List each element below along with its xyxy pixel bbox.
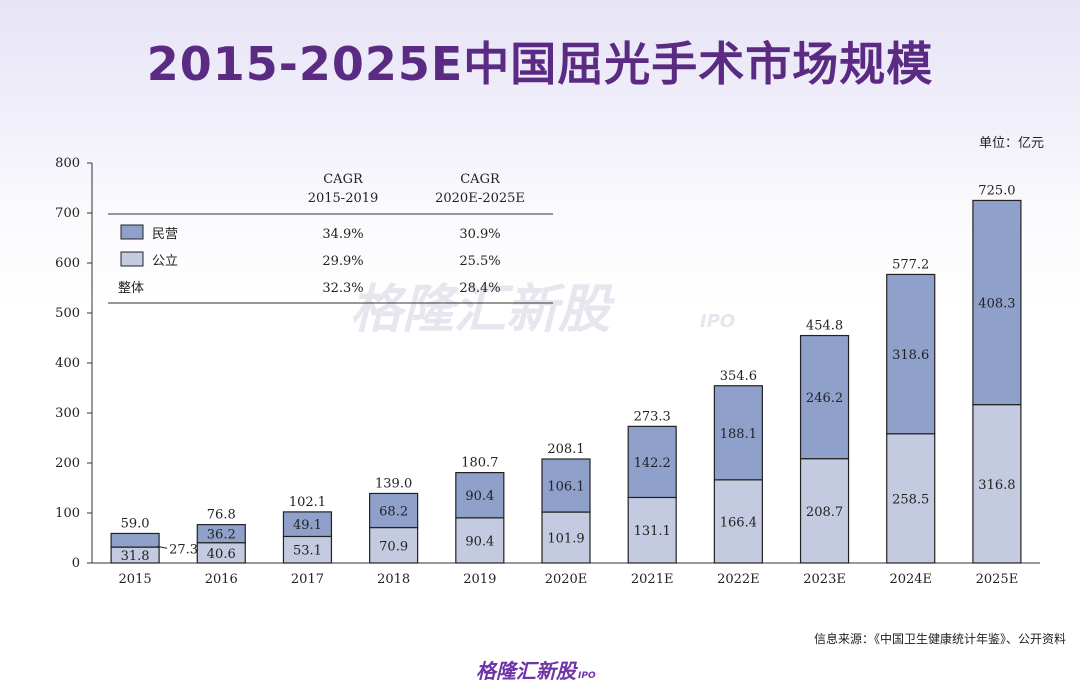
public-value-label: 40.6: [207, 547, 236, 562]
x-tick-label: 2021E: [631, 572, 674, 587]
total-label: 102.1: [289, 495, 326, 510]
public-value-label: 53.1: [293, 544, 322, 559]
y-tick-label: 500: [55, 306, 80, 321]
table-row-label: 整体: [118, 281, 144, 296]
private-value-label: 142.2: [634, 456, 671, 471]
bar-private: [282, 511, 333, 538]
y-tick-label: 800: [55, 156, 80, 171]
bar-public: [713, 479, 763, 564]
legend-swatch: [120, 224, 144, 240]
x-tick-label: 2018: [377, 572, 410, 587]
public-value-label: 70.9: [379, 539, 408, 554]
public-value-label: 131.1: [634, 524, 671, 539]
y-tick-label: 300: [55, 406, 80, 421]
cagr-value: 32.3%: [322, 281, 363, 296]
x-tick-label: 2017: [291, 572, 324, 587]
bar-public: [886, 433, 936, 564]
cagr-header: CAGR: [323, 172, 364, 187]
x-tick-label: 2023E: [803, 572, 846, 587]
cagr-header: CAGR: [460, 172, 501, 187]
public-value-label: 166.4: [720, 515, 757, 530]
total-label: 139.0: [375, 476, 412, 491]
leader-line: [156, 545, 168, 549]
bar-private: [886, 273, 936, 435]
bar-private: [972, 199, 1022, 406]
legend-swatch: [120, 251, 144, 267]
total-label: 273.3: [634, 409, 671, 424]
private-value-label: 318.6: [892, 348, 929, 363]
x-tick-label: 2020E: [545, 572, 588, 587]
public-value-label: 90.4: [465, 534, 494, 549]
total-label: 208.1: [547, 442, 584, 457]
cagr-value: 29.9%: [322, 254, 363, 269]
x-tick-label: 2025E: [976, 572, 1019, 587]
total-label: 76.8: [207, 508, 236, 523]
bar-public: [369, 526, 419, 564]
total-label: 180.7: [461, 456, 498, 471]
bar-private: [713, 385, 763, 481]
public-value-label: 316.8: [978, 478, 1015, 493]
cagr-header: 2015-2019: [308, 191, 379, 206]
unit-label: 单位：亿元: [978, 136, 1044, 151]
x-tick-label: 2015: [119, 572, 152, 587]
x-tick-label: 2024E: [889, 572, 932, 587]
bar-public: [541, 511, 591, 564]
bar-private: [541, 458, 591, 513]
legend-label: 民营: [152, 227, 178, 242]
public-value-label: 101.9: [547, 532, 584, 547]
x-tick-label: 2016: [205, 572, 238, 587]
bar-public: [282, 535, 333, 564]
private-value-label: 90.4: [465, 489, 494, 504]
total-label: 454.8: [806, 319, 843, 334]
bar-private: [455, 472, 505, 519]
source-note: 信息来源：《中国卫生健康统计年鉴》、公开资料: [813, 632, 1066, 646]
bar-private: [799, 334, 850, 460]
private-value-label: 36.2: [207, 528, 236, 543]
private-value-label: 408.3: [978, 297, 1015, 312]
x-tick-label: 2022E: [717, 572, 760, 587]
watermark-text: 格隆汇新股: [350, 280, 616, 340]
page-title: 2015-2025E中国屈光手术市场规模: [146, 37, 934, 91]
brand-logo: 格隆汇新股 IPO: [476, 659, 596, 683]
bar-public: [627, 496, 677, 564]
total-label: 59.0: [121, 516, 150, 531]
private-value-label: 106.1: [547, 480, 584, 495]
y-tick-label: 600: [55, 256, 80, 271]
y-tick-label: 700: [55, 206, 80, 221]
y-tick-label: 100: [55, 506, 80, 521]
private-value-label: 49.1: [293, 518, 322, 533]
bar-public: [455, 517, 505, 564]
y-tick-label: 400: [55, 356, 80, 371]
total-label: 725.0: [978, 183, 1015, 198]
x-tick-label: 2019: [463, 572, 496, 587]
private-value-label: 188.1: [720, 427, 757, 442]
cagr-header: 2020E-2025E: [435, 191, 525, 206]
cagr-value: 30.9%: [459, 227, 500, 242]
private-value-label: 27.3: [169, 542, 198, 557]
total-label: 354.6: [720, 369, 757, 384]
public-value-label: 208.7: [806, 505, 843, 520]
public-value-label: 258.5: [892, 492, 929, 507]
cagr-value: 34.9%: [322, 227, 363, 242]
legend-label: 公立: [152, 254, 178, 269]
cagr-value: 25.5%: [459, 254, 500, 269]
public-value-label: 31.8: [121, 549, 150, 564]
bar-private: [196, 523, 246, 544]
bar-private: [627, 425, 677, 499]
cagr-value: 28.4%: [459, 281, 500, 296]
bar-public: [972, 404, 1022, 564]
y-tick-label: 0: [72, 556, 80, 571]
bar-private: [369, 492, 419, 529]
private-value-label: 68.2: [379, 505, 408, 520]
bar-public: [799, 458, 850, 564]
total-label: 577.2: [892, 257, 929, 272]
y-tick-label: 200: [55, 456, 80, 471]
private-value-label: 246.2: [806, 391, 843, 406]
watermark-ipo: IPO: [700, 311, 735, 332]
bar-private: [110, 532, 160, 548]
